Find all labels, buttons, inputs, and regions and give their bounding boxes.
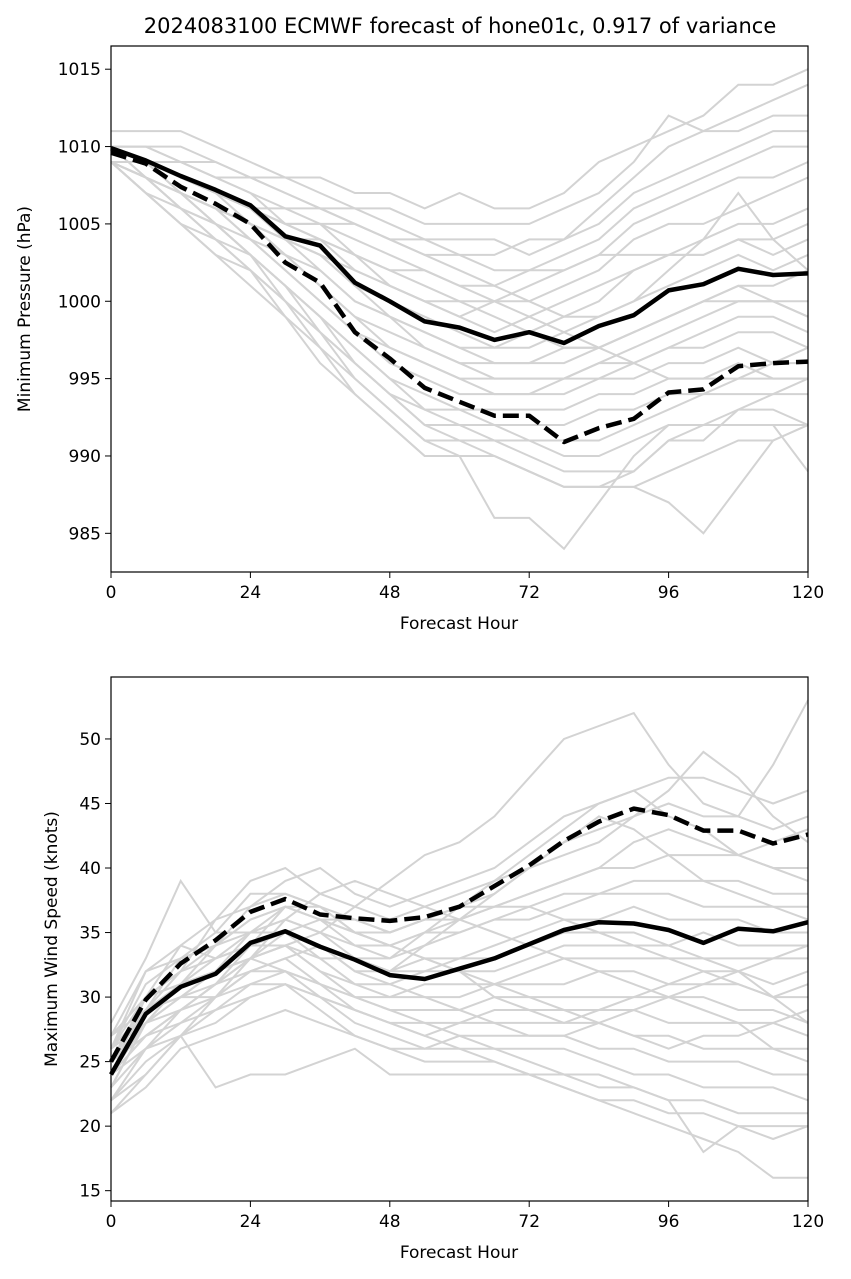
pressure-y-ticks: 985 990 995 1000 1005 1010 1015 [58,60,111,544]
ensemble-member-line-17 [110,161,809,396]
x-tick-label: 0 [106,1212,117,1232]
y-tick-label: 15 [79,1182,101,1202]
pressure-x-axis-label: Forecast Hour [400,614,518,634]
x-tick-label: 0 [106,583,117,603]
y-tick-label: 1010 [58,138,101,158]
x-tick-label: 72 [518,1212,540,1232]
wind-x-axis-label: Forecast Hour [400,1243,518,1263]
x-tick-label: 48 [379,1212,401,1232]
x-tick-label: 72 [518,583,540,603]
y-tick-label: 30 [79,988,101,1008]
x-tick-label: 120 [792,1212,824,1232]
x-tick-label: 120 [792,583,824,603]
ensemble-member-line-2 [111,68,809,210]
ensemble-member-line-27 [110,161,809,551]
y-tick-label: 35 [79,924,101,944]
ensemble-member-line-9 [110,878,809,1024]
wind-x-ticks: 0 24 48 72 96 120 [106,1201,824,1232]
wind-chart: 0 24 48 72 96 120 15 20 25 30 35 40 45 50 Forecast H… [42,676,824,1263]
y-tick-label: 1015 [58,60,101,80]
ensemble-member-line-26 [110,815,808,1076]
chart-title: 2024083100 ECMWF forecast of hone01c, 0.… [144,14,777,38]
x-tick-label: 24 [240,1212,262,1232]
dashed-mean-line [109,806,809,1063]
wind-y-axis-label: Maximum Wind Speed (knots) [42,811,62,1067]
x-tick-label: 96 [658,583,680,603]
y-tick-label: 45 [79,794,101,814]
y-tick-label: 50 [79,730,101,750]
ensemble-member-line-30 [110,161,809,349]
solid-mean-line [110,145,809,346]
ensemble-member-line-29 [111,161,809,318]
ensemble-member-line-30 [110,905,809,1075]
ensemble-member-line-11 [110,145,809,349]
ensemble-member-line-18 [110,161,808,396]
pressure-chart: 2024083100 ECMWF forecast of hone01c, 0.… [15,14,824,634]
wind-plot-area [109,699,809,1179]
ensemble-member-line-2 [110,699,809,1102]
wind-y-ticks: 15 20 25 30 35 40 45 50 [79,730,111,1202]
y-tick-label: 985 [69,524,101,544]
x-tick-label: 96 [658,1212,680,1232]
pressure-y-axis-label: Minimum Pressure (hPa) [15,206,35,412]
dashed-mean-line [110,150,809,445]
solid-mean-line [109,919,809,1076]
x-tick-label: 48 [379,583,401,603]
y-tick-label: 40 [79,859,101,879]
ensemble-member-line-20 [110,1008,808,1115]
y-tick-label: 1005 [58,215,101,235]
pressure-x-ticks: 0 24 48 72 96 120 [106,572,824,603]
ensemble-member-line-21 [110,1034,808,1128]
y-tick-label: 25 [79,1053,101,1073]
pressure-axes-frame [110,45,809,573]
ensemble-member-line-29 [110,931,809,1050]
y-tick-label: 1000 [58,292,101,312]
ensemble-member-line-5 [110,802,809,1063]
wind-axes-frame [110,676,809,1202]
y-tick-label: 995 [69,370,101,390]
pressure-plot-area [110,68,809,551]
y-tick-label: 990 [69,447,101,467]
ensemble-member-line-23 [110,970,809,1154]
ensemble-member-line-5 [110,130,808,256]
y-tick-label: 20 [79,1117,101,1137]
ensemble-member-line-4 [111,114,808,225]
x-tick-label: 24 [240,583,262,603]
